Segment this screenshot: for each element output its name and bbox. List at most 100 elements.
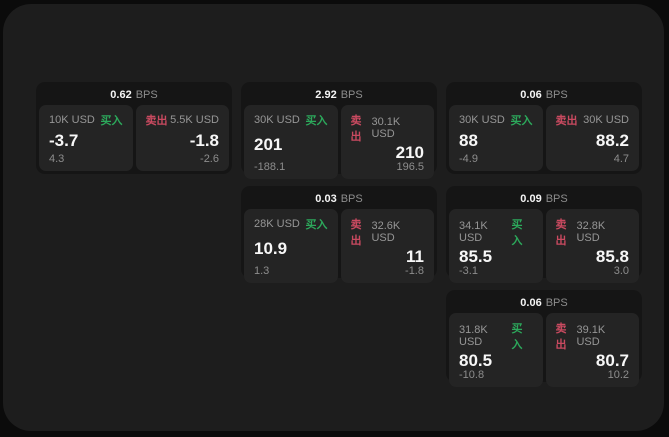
buy-quote-panel[interactable]: 34.1K USD 买入 85.5 -3.1 xyxy=(449,209,543,283)
buy-delta: 4.3 xyxy=(49,153,65,165)
bps-unit-label: BPS xyxy=(135,89,158,101)
card-header: 0.03 BPS xyxy=(244,189,434,209)
buy-panel-top: 10K USD 买入 xyxy=(49,112,123,128)
quote-panels: 10K USD 买入 -3.7 4.3 卖出 5.5K USD -1.8 -2.… xyxy=(39,105,229,171)
card-header: 0.06 BPS xyxy=(449,293,639,313)
sell-panel-top: 卖出 30K USD xyxy=(556,112,630,128)
quote-panels: 30K USD 买入 88 -4.9 卖出 30K USD 88.2 4.7 xyxy=(449,105,639,171)
bps-unit-label: BPS xyxy=(340,193,363,205)
sell-quote-panel[interactable]: 卖出 32.6K USD 11 -1.8 xyxy=(340,209,434,283)
buy-panel-top: 28K USD 买入 xyxy=(254,216,328,232)
sell-side-label: 卖出 xyxy=(350,115,362,143)
buy-delta: -10.8 xyxy=(459,369,485,381)
card-header: 2.92 BPS xyxy=(244,85,434,105)
buy-quote-panel[interactable]: 31.8K USD 买入 80.5 -10.8 xyxy=(449,313,543,387)
sell-quote-panel[interactable]: 卖出 30.1K USD 210 196.5 xyxy=(340,105,434,179)
card-header: 0.62 BPS xyxy=(39,85,229,105)
sell-price: -1.8 xyxy=(189,131,219,150)
bps-value: 0.03 xyxy=(315,193,337,205)
quote-panels: 31.8K USD 买入 80.5 -10.8 卖出 39.1K USD 80.… xyxy=(449,313,639,387)
bps-value: 0.09 xyxy=(520,193,542,205)
buy-panel-top: 34.1K USD 买入 xyxy=(459,216,533,248)
sell-quote-panel[interactable]: 卖出 30K USD 88.2 4.7 xyxy=(545,105,639,171)
buy-delta: 1.3 xyxy=(254,265,270,277)
sell-panel-top: 卖出 32.6K USD xyxy=(351,216,425,248)
quote-card: 2.92 BPS 30K USD 买入 201 -188.1 卖出 30.1K … xyxy=(241,82,437,179)
sell-amount: 5.5K USD xyxy=(170,114,219,126)
buy-quote-panel[interactable]: 28K USD 买入 10.9 1.3 xyxy=(244,209,338,283)
sell-delta: -1.8 xyxy=(405,265,424,277)
buy-side-label: 买入 xyxy=(511,323,523,351)
sell-quote-panel[interactable]: 卖出 5.5K USD -1.8 -2.6 xyxy=(135,105,229,171)
buy-quote-panel[interactable]: 30K USD 买入 88 -4.9 xyxy=(449,105,543,171)
sell-delta: -2.6 xyxy=(200,153,219,165)
bps-value: 0.06 xyxy=(520,297,542,309)
buy-quote-panel[interactable]: 30K USD 买入 201 -188.1 xyxy=(244,105,338,179)
bps-value: 0.06 xyxy=(520,89,542,101)
sell-panel-top: 卖出 5.5K USD xyxy=(146,112,220,128)
bps-unit-label: BPS xyxy=(545,297,568,309)
buy-amount: 10K USD xyxy=(49,114,95,126)
card-header: 0.09 BPS xyxy=(449,189,639,209)
quote-card: 0.06 BPS 31.8K USD 买入 80.5 -10.8 卖出 39.1… xyxy=(446,290,642,387)
sell-side-label: 卖出 xyxy=(555,219,567,247)
buy-side-label: 买入 xyxy=(100,115,123,127)
quote-card: 0.06 BPS 30K USD 买入 88 -4.9 卖出 30K USD 8… xyxy=(446,82,642,174)
buy-delta: -188.1 xyxy=(254,161,286,173)
sell-delta: 10.2 xyxy=(607,369,629,381)
quote-panels: 34.1K USD 买入 85.5 -3.1 卖出 32.8K USD 85.8… xyxy=(449,209,639,283)
buy-side-label: 买入 xyxy=(510,115,533,127)
sell-delta: 4.7 xyxy=(613,153,629,165)
sell-amount: 30.1K USD xyxy=(371,116,401,140)
sell-side-label: 卖出 xyxy=(555,323,567,351)
bps-unit-label: BPS xyxy=(340,89,363,101)
quote-panels: 30K USD 买入 201 -188.1 卖出 30.1K USD 210 1… xyxy=(244,105,434,179)
buy-price: 201 xyxy=(254,135,283,154)
buy-price: 10.9 xyxy=(254,239,288,258)
bps-value: 2.92 xyxy=(315,89,337,101)
sell-price: 210 xyxy=(395,143,424,162)
buy-side-label: 买入 xyxy=(305,219,328,231)
buy-delta: -4.9 xyxy=(459,153,478,165)
sell-amount: 32.6K USD xyxy=(371,220,401,244)
sell-price: 80.7 xyxy=(595,351,629,370)
buy-quote-panel[interactable]: 10K USD 买入 -3.7 4.3 xyxy=(39,105,133,171)
quote-card: 0.09 BPS 34.1K USD 买入 85.5 -3.1 卖出 32.8K… xyxy=(446,186,642,283)
quote-card: 0.03 BPS 28K USD 买入 10.9 1.3 卖出 32.6K US… xyxy=(241,186,437,283)
sell-side-label: 卖出 xyxy=(350,219,362,247)
app-window: 0.62 BPS 10K USD 买入 -3.7 4.3 卖出 5.5K USD… xyxy=(3,4,664,431)
buy-amount: 28K USD xyxy=(254,218,300,230)
bps-unit-label: BPS xyxy=(545,89,568,101)
sell-panel-top: 卖出 30.1K USD xyxy=(351,112,425,144)
sell-delta: 3.0 xyxy=(613,265,629,277)
bps-value: 0.62 xyxy=(110,89,132,101)
sell-delta: 196.5 xyxy=(396,161,424,173)
buy-amount: 30K USD xyxy=(254,114,300,126)
quote-panels: 28K USD 买入 10.9 1.3 卖出 32.6K USD 11 -1.8 xyxy=(244,209,434,283)
buy-price: 80.5 xyxy=(459,351,493,370)
buy-side-label: 买入 xyxy=(511,219,523,247)
buy-price: 85.5 xyxy=(459,247,493,266)
buy-panel-top: 31.8K USD 买入 xyxy=(459,320,533,352)
sell-panel-top: 卖出 32.8K USD xyxy=(556,216,630,248)
sell-quote-panel[interactable]: 卖出 39.1K USD 80.7 10.2 xyxy=(545,313,639,387)
sell-quote-panel[interactable]: 卖出 32.8K USD 85.8 3.0 xyxy=(545,209,639,283)
buy-panel-top: 30K USD 买入 xyxy=(459,112,533,128)
sell-amount: 39.1K USD xyxy=(576,324,606,348)
buy-delta: -3.1 xyxy=(459,265,478,277)
quote-card-grid: 0.62 BPS 10K USD 买入 -3.7 4.3 卖出 5.5K USD… xyxy=(36,82,642,387)
buy-amount: 34.1K USD xyxy=(459,220,488,244)
sell-side-label: 卖出 xyxy=(145,115,168,127)
buy-amount: 31.8K USD xyxy=(459,324,488,348)
sell-amount: 32.8K USD xyxy=(576,220,606,244)
sell-price: 11 xyxy=(406,247,424,266)
card-header: 0.06 BPS xyxy=(449,85,639,105)
bps-unit-label: BPS xyxy=(545,193,568,205)
sell-panel-top: 卖出 39.1K USD xyxy=(556,320,630,352)
buy-panel-top: 30K USD 买入 xyxy=(254,112,328,128)
buy-price: 88 xyxy=(459,131,478,150)
buy-price: -3.7 xyxy=(49,131,79,150)
sell-price: 88.2 xyxy=(595,131,629,150)
buy-amount: 30K USD xyxy=(459,114,505,126)
quote-card: 0.62 BPS 10K USD 买入 -3.7 4.3 卖出 5.5K USD… xyxy=(36,82,232,174)
